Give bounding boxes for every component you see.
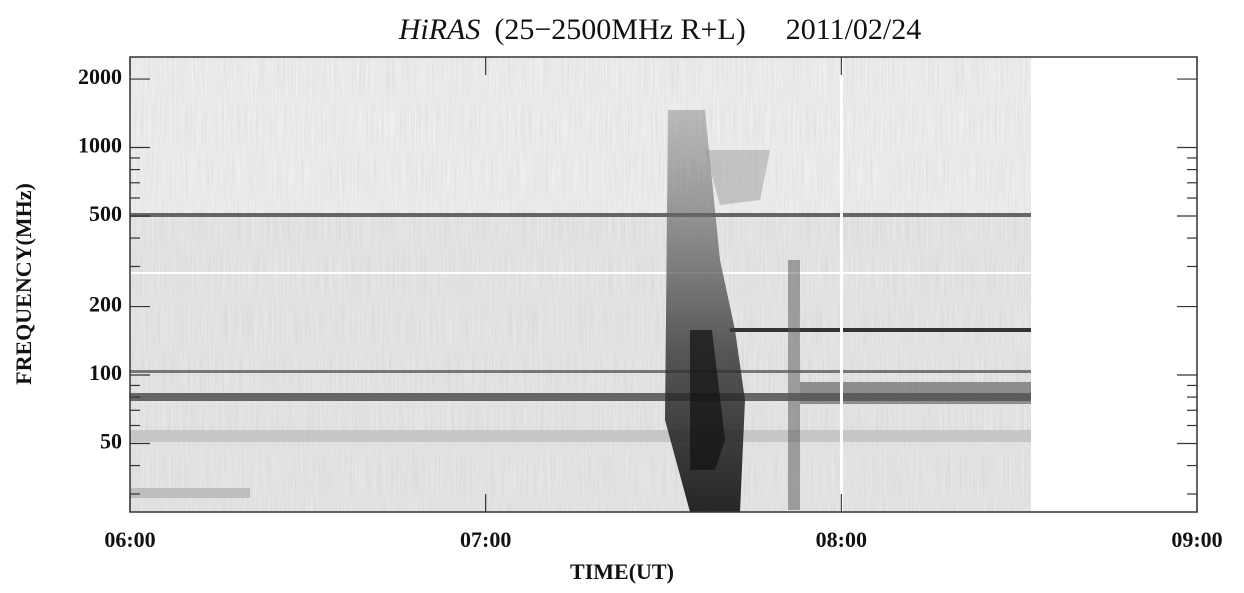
title-date: 2011/02/24 — [786, 13, 922, 46]
chart-title: HiRAS (25−2500MHz R+L) 2011/02/24 — [398, 13, 922, 46]
title-band: (25−2500MHz R+L) — [494, 13, 745, 46]
x-tick-label: 06:00 — [104, 527, 155, 552]
y-axis-label: FREQUENCY(MHz) — [11, 183, 36, 385]
plot-frame — [129, 56, 1198, 513]
y-tick-label: 1000 — [78, 133, 122, 158]
x-tick-label: 09:00 — [1171, 527, 1222, 552]
y-tick-label: 100 — [89, 360, 122, 385]
spectrogram — [130, 57, 1031, 512]
x-tick-label: 07:00 — [460, 527, 511, 552]
title-instrument: HiRAS — [398, 13, 481, 46]
x-axis-label: TIME(UT) — [570, 559, 674, 584]
y-tick-label: 500 — [89, 201, 122, 226]
y-tick-label: 200 — [89, 292, 122, 317]
y-tick-label: 50 — [100, 429, 122, 454]
x-tick-label: 08:00 — [816, 527, 867, 552]
y-tick-label: 2000 — [78, 64, 122, 89]
